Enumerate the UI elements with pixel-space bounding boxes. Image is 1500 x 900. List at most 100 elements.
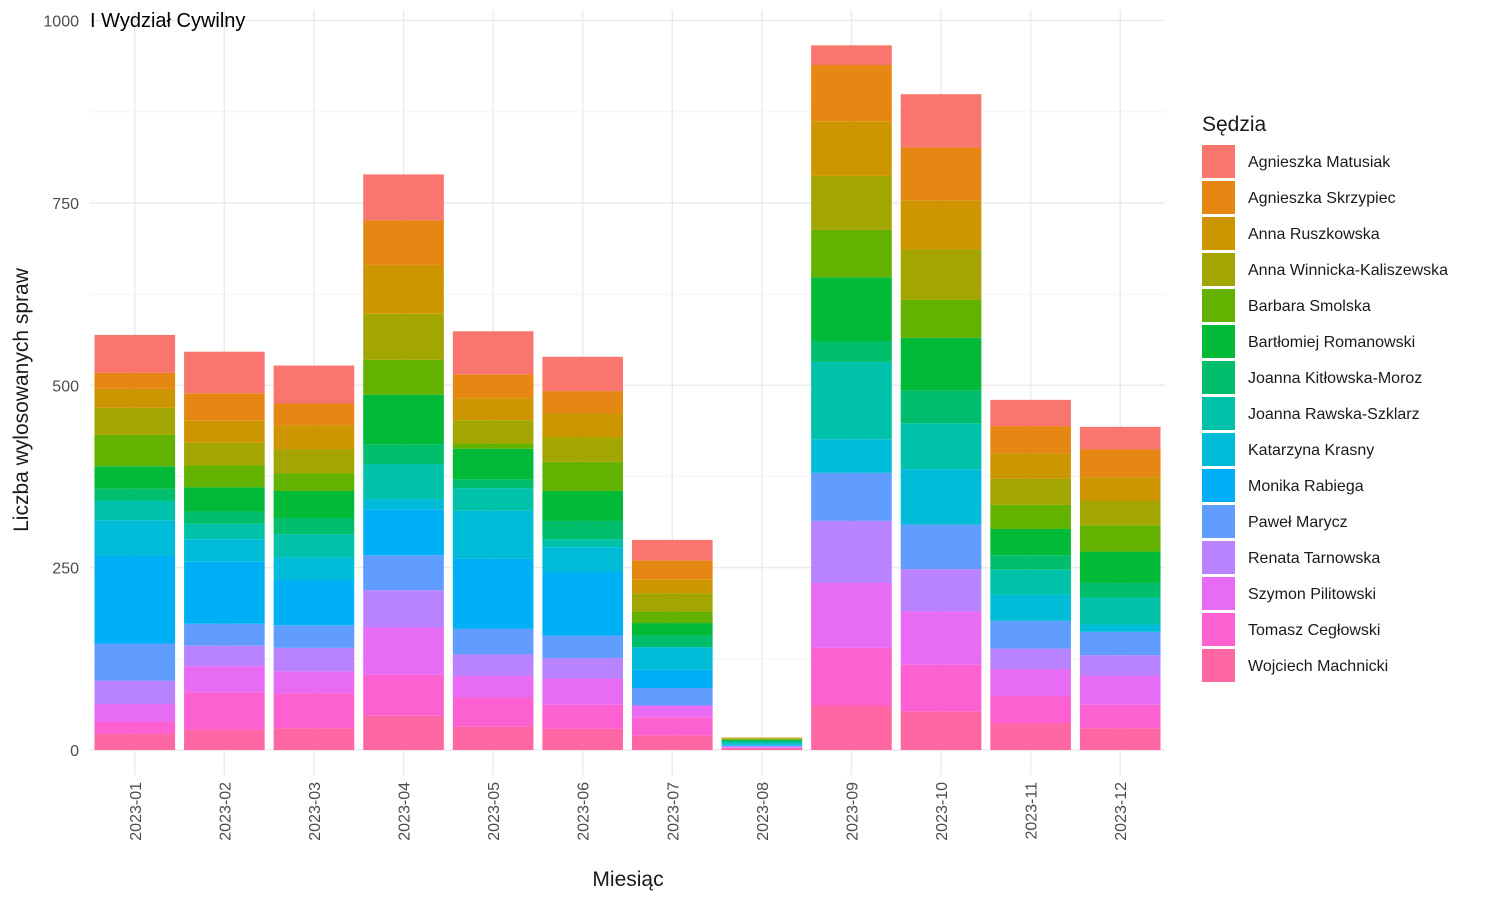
bar-segment xyxy=(900,147,982,201)
bar-segment xyxy=(363,590,444,628)
bar-segment xyxy=(94,733,176,750)
bar-segment xyxy=(721,745,803,747)
bar-segment xyxy=(990,569,1071,595)
bar-segment xyxy=(542,704,624,729)
bar-segment xyxy=(631,623,713,636)
bar-segment xyxy=(631,635,713,648)
y-tick-label: 500 xyxy=(52,378,79,395)
bar-segment xyxy=(1079,597,1161,625)
legend-swatch xyxy=(1202,289,1235,322)
bar-segment xyxy=(184,420,265,443)
bar-segment xyxy=(273,671,355,694)
legend-swatch xyxy=(1202,577,1235,610)
x-tick-label: 2023-05 xyxy=(486,782,503,841)
bar-segment xyxy=(184,465,265,488)
bar-segment xyxy=(1079,631,1161,656)
bar-segment xyxy=(452,697,534,727)
bar-segment xyxy=(94,500,176,521)
legend-label: Barbara Smolska xyxy=(1248,298,1371,315)
bar-segment xyxy=(721,748,803,750)
bar-segment xyxy=(631,735,713,750)
bar-segment xyxy=(542,572,624,636)
bar-segment xyxy=(273,647,355,672)
bar-segment xyxy=(94,721,176,734)
bar-segment xyxy=(452,398,534,421)
bar-segment xyxy=(94,520,176,556)
bar-segment xyxy=(721,737,803,739)
bar-segment xyxy=(273,425,355,450)
bar-segment xyxy=(452,374,534,399)
bar-segment xyxy=(94,334,176,373)
x-tick-label: 2023-06 xyxy=(576,782,593,841)
bar-segment xyxy=(184,487,265,512)
bar-segment xyxy=(811,64,892,122)
bar-segment xyxy=(990,478,1071,505)
bar-segment xyxy=(542,658,624,679)
bar-segment xyxy=(184,729,265,750)
legend-label: Paweł Marycz xyxy=(1248,514,1348,531)
bar-segment xyxy=(273,491,355,519)
bar-segment xyxy=(184,393,265,421)
legend-label: Joanna Rawska-Szklarz xyxy=(1248,406,1420,423)
y-tick-label: 0 xyxy=(70,743,79,760)
bar-segment xyxy=(363,499,444,510)
bar-segment xyxy=(811,121,892,176)
bar-segment xyxy=(1079,477,1161,501)
bar-segment xyxy=(900,664,982,712)
legend-label: Tomasz Cegłowski xyxy=(1248,622,1380,639)
bar-segment xyxy=(900,94,982,148)
bar-segment xyxy=(1079,551,1161,583)
bar-segment xyxy=(990,399,1071,427)
bar-segment xyxy=(363,509,444,556)
bar-segment xyxy=(273,534,355,558)
bar-segment xyxy=(1079,525,1161,552)
legend-swatch xyxy=(1202,433,1235,466)
bar-segment xyxy=(631,687,713,706)
bar-segment xyxy=(631,579,713,594)
bar-segment xyxy=(1079,728,1161,750)
x-tick-label: 2023-01 xyxy=(128,782,145,841)
bar-segment xyxy=(542,547,624,573)
bar-segment xyxy=(363,715,444,750)
bar-segment xyxy=(542,461,624,492)
bar-segment xyxy=(900,569,982,612)
legend-title: Sędzia xyxy=(1202,113,1267,136)
legend-items: Agnieszka Matusiak Agnieszka Skrzypiec Ann… xyxy=(1202,145,1448,682)
bar-segment xyxy=(721,746,803,748)
bar-segment xyxy=(184,523,265,540)
y-tick-label: 250 xyxy=(52,561,79,578)
bar-segment xyxy=(811,45,892,65)
bar-segment xyxy=(631,539,713,561)
bar-segment xyxy=(900,337,982,391)
bar-segment xyxy=(811,175,892,230)
bar-segment xyxy=(900,611,982,665)
legend-swatch xyxy=(1202,613,1235,646)
bar-segment xyxy=(990,669,1071,697)
bar-segment xyxy=(184,666,265,693)
bar-segment xyxy=(363,555,444,591)
legend-swatch xyxy=(1202,541,1235,574)
bar-segment xyxy=(363,444,444,465)
bar-segment xyxy=(1079,675,1161,705)
y-axis-title: Liczba wylosowanych spraw xyxy=(10,267,33,532)
bar-segment xyxy=(631,705,713,718)
bar-segment xyxy=(273,693,355,729)
legend-swatch xyxy=(1202,649,1235,682)
bar-segment xyxy=(631,717,713,736)
bar-segment xyxy=(94,407,176,435)
bar-segment xyxy=(452,488,534,511)
bar-segment xyxy=(811,472,892,521)
x-tick-labels: 2023-01 2023-02 2023-03 2023-04 2023-05 2023-… xyxy=(128,782,1130,841)
bar-segment xyxy=(363,627,444,675)
bar-segment xyxy=(721,744,803,746)
bar-segment xyxy=(363,359,444,395)
legend-label: Bartłomiej Romanowski xyxy=(1248,334,1415,351)
bar-segment xyxy=(721,743,803,745)
bar-segment xyxy=(721,739,803,740)
bar-segment xyxy=(542,539,624,548)
bar-segment xyxy=(631,593,713,612)
bar-segment xyxy=(94,704,176,722)
bar-segment xyxy=(811,439,892,473)
bar-segment xyxy=(631,647,713,670)
bar-segment xyxy=(452,654,534,676)
